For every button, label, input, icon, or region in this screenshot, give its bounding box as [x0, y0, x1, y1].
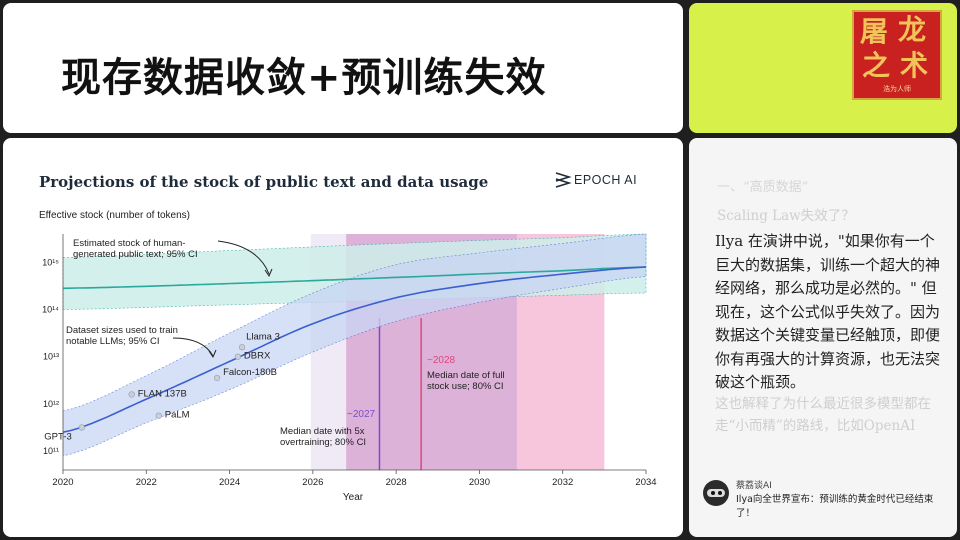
stock-annotation-line2: generated public text; 95% CI	[73, 249, 198, 260]
dataset-annotation-line1: Dataset sizes used to train	[66, 325, 178, 336]
y-tick-label-11: 10¹¹	[43, 446, 59, 456]
x-tick-label-2028: 2028	[386, 477, 407, 488]
full-annotation-line2: stock use; 80% CI	[427, 381, 504, 392]
logo-char-4: 术	[900, 49, 929, 82]
model-point-llama-3	[238, 344, 246, 351]
overtrain-annotation-line1: Median date with 5x	[280, 426, 365, 437]
faded-heading-2: Scaling Law失效了？	[717, 208, 855, 224]
dataset-annotation-line2: notable LLMs; 95% CI	[66, 336, 159, 347]
model-point-dbrx	[234, 353, 241, 360]
stock-annotation-arrow	[217, 240, 270, 275]
model-label-dbrx: DBRX	[244, 351, 271, 362]
model-label-gpt-3: GPT-3	[44, 432, 71, 443]
dataset-annotation-arrowhead	[208, 349, 217, 359]
model-point-gpt-3	[78, 424, 85, 431]
stock-annotation-line1: Estimated stock of human-	[73, 238, 185, 249]
stock-annotation-arrowhead	[264, 268, 273, 278]
plot-area: 2020 2022 2024 2026 2028 2030 2032 2034 10¹¹ 10¹²…	[42, 233, 657, 488]
dataset-ci-band	[62, 233, 647, 457]
chart-title: Projections of the stock of public text …	[39, 173, 488, 191]
model-point-falcon-180b	[213, 374, 221, 382]
slide-title: 现存数据收敛+预训练失效	[61, 55, 547, 101]
full-year-label: ~2028	[427, 355, 456, 366]
model-label-palm: PaLM	[165, 410, 190, 421]
stock-line	[62, 266, 647, 290]
model-label-flan-137b: FLAN 137B	[138, 388, 187, 399]
title-panel: 现存数据收敛+预训练失效	[3, 3, 683, 133]
dataset-line	[62, 266, 647, 433]
comment-author[interactable]: 蔡荔谈AI	[736, 481, 772, 491]
overtrain-year-label: ~2027	[347, 409, 376, 420]
overtrain-annotation-line2: overtraining; 80% CI	[280, 437, 366, 448]
y-axis-label: Effective stock (number of tokens)	[39, 210, 190, 221]
article-body: Ilya 在演讲中说，"如果你有一个巨大的数据集，训练一个超大的神经网络，那么成…	[715, 232, 941, 391]
model-label-llama-3: Llama 3	[246, 331, 280, 342]
x-tick-label-2026: 2026	[302, 477, 323, 488]
model-label-falcon-180b: Falcon-180B	[223, 367, 277, 378]
x-tick-label-2022: 2022	[136, 477, 157, 488]
channel-logo: 屠 龙 之 术 浩为人师	[852, 10, 942, 100]
faded-heading-1: 一、“高质数据”	[717, 180, 809, 195]
logo-char-2: 龙	[898, 13, 927, 46]
y-tick-label-14: 10¹⁴	[42, 305, 59, 315]
logo-char-3: 之	[862, 49, 891, 82]
epoch-chart: Projections of the stock of public text …	[39, 172, 657, 503]
faded-paragraph: 这也解释了为什么最近很多模型都在走“小而精”的路线，比如OpenAI	[715, 396, 931, 434]
chart-panel: Projections of the stock of public text …	[3, 138, 683, 537]
x-tick-label-2032: 2032	[552, 477, 573, 488]
comment-text: Ilya向全世界宣布：预训练的黄金时代已经结束了！	[736, 494, 934, 519]
avatar[interactable]	[703, 480, 729, 506]
epoch-logo-icon	[555, 172, 572, 188]
model-point-palm	[155, 412, 162, 419]
model-point-flan-137b	[128, 391, 135, 398]
y-tick-label-15: 10¹⁵	[42, 257, 59, 267]
logo-char-1: 屠	[860, 15, 889, 48]
full-annotation-line1: Median date of full	[427, 370, 505, 381]
article-panel: 一、“高质数据” Scaling Law失效了？ Ilya 在演讲中说，"如果你…	[689, 138, 957, 537]
y-tick-label-13: 10¹³	[43, 352, 59, 362]
dataset-annotation-arrow	[172, 337, 214, 357]
logo-subtitle: 浩为人师	[883, 85, 911, 93]
x-tick-label-2024: 2024	[219, 477, 240, 488]
epoch-brand: EPOCH AI	[574, 173, 637, 187]
x-tick-label-2020: 2020	[52, 477, 73, 488]
logo-panel: 屠 龙 之 术 浩为人师	[689, 3, 957, 133]
x-tick-label-2034: 2034	[635, 477, 656, 488]
x-tick-label-2030: 2030	[469, 477, 490, 488]
x-axis-label: Year	[343, 492, 364, 503]
y-tick-label-12: 10¹²	[43, 399, 59, 409]
